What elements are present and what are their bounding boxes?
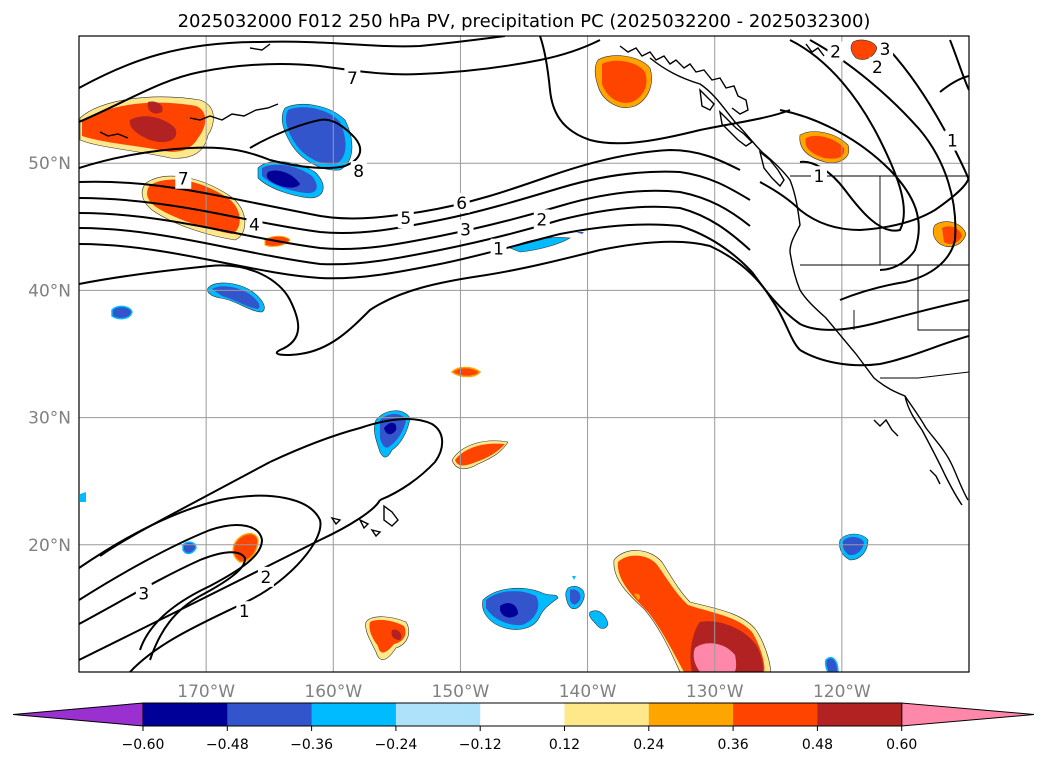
contour-label-bg	[257, 566, 274, 587]
colorbar-tick-label: 0.12	[549, 737, 580, 753]
contour-label-bg	[175, 168, 192, 189]
lat-tick-label: 20°N	[28, 536, 71, 556]
chart-title: 2025032000 F012 250 hPa PV, precipitatio…	[178, 11, 871, 32]
lon-tick-label: 140°W	[559, 682, 617, 702]
contour-label: 2	[872, 58, 883, 78]
longitude-labels: 170°W 160°W 150°W 140°W 130°W 120°W	[177, 682, 871, 702]
lat-tick-label: 40°N	[28, 281, 71, 301]
lat-tick-label: 50°N	[28, 154, 71, 174]
lon-tick-label: 160°W	[304, 682, 362, 702]
colorbar-bin	[227, 703, 313, 726]
contour-label-bg	[533, 209, 550, 230]
contour-label: 5	[400, 209, 411, 229]
contour-label: 8	[353, 162, 364, 182]
colorbar-tick-label: −0.48	[206, 737, 249, 753]
contour-label-bg	[490, 238, 507, 259]
colorbar-tick-label: −0.60	[122, 737, 165, 753]
coastlines	[99, 43, 969, 538]
colorbar-bin	[733, 703, 818, 726]
contour-label: 1	[239, 602, 250, 622]
colorbar-tick-label: 0.36	[718, 737, 749, 753]
contour-label: 7	[178, 170, 189, 190]
contour-label: 1	[814, 167, 825, 187]
colorbar-bin	[143, 703, 228, 726]
colorbar: −0.60 −0.48 −0.36 −0.24 −0.12 0.12 0.24 0.36 0.4…	[12, 702, 1035, 753]
colorbar-tick-label: 0.24	[633, 737, 664, 753]
contour-label: 4	[249, 216, 260, 236]
colorbar-bin	[311, 703, 397, 726]
colorbar-extend-low	[12, 702, 144, 727]
contour-label: 3	[138, 584, 149, 604]
latitude-labels: 50°N 40°N 30°N 20°N	[28, 154, 71, 556]
contour-label-bg	[944, 130, 961, 151]
contour-label-bg	[869, 56, 886, 77]
lat-tick-label: 30°N	[28, 409, 71, 429]
contour-label-bg	[350, 161, 367, 182]
colorbar-bin	[564, 703, 650, 726]
contour-label-bg	[457, 219, 474, 240]
contour-label: 1	[493, 240, 504, 260]
colorbar-tick-label: 0.60	[886, 737, 917, 753]
contour-label: 2	[260, 568, 271, 588]
colorbar-bin	[817, 703, 903, 726]
colorbar-frame	[142, 702, 903, 727]
colorbar-bin	[480, 703, 565, 726]
contour-label: 3	[880, 40, 891, 60]
lon-tick-label: 130°W	[686, 682, 744, 702]
colorbar-extend-high	[901, 702, 1035, 727]
map-frame	[78, 35, 970, 673]
contour-label: 6	[456, 194, 467, 214]
contour-label-bg	[827, 41, 844, 62]
colorbar-bin	[395, 703, 481, 726]
colorbar-tick-label: 0.48	[802, 737, 833, 753]
contour-label-bg	[810, 166, 827, 187]
contour-label: 2	[536, 210, 547, 230]
lon-tick-label: 150°W	[432, 682, 490, 702]
contour-label: 2	[830, 43, 841, 63]
colorbar-tick-label: −0.24	[374, 737, 417, 753]
contour-label-bg	[246, 214, 263, 235]
lon-tick-label: 170°W	[177, 682, 235, 702]
contour-label-bg	[397, 208, 414, 229]
contour-label-bg	[344, 68, 361, 89]
precip-positive-patches	[79, 39, 967, 672]
colorbar-tick-label: −0.12	[459, 737, 502, 753]
lon-tick-label: 120°W	[813, 682, 871, 702]
colorbar-bin	[648, 703, 734, 726]
contour-label: 1	[947, 132, 958, 152]
contour-label-bg	[453, 192, 470, 213]
colorbar-tick-label: −0.36	[290, 737, 333, 753]
gridlines	[79, 36, 969, 672]
pv-contours	[79, 36, 969, 672]
contour-label-bg	[236, 601, 253, 622]
contour-label-bg	[877, 38, 894, 59]
contour-label: 7	[347, 69, 358, 89]
contour-label-bg	[135, 583, 152, 604]
contour-label: 3	[460, 221, 471, 241]
